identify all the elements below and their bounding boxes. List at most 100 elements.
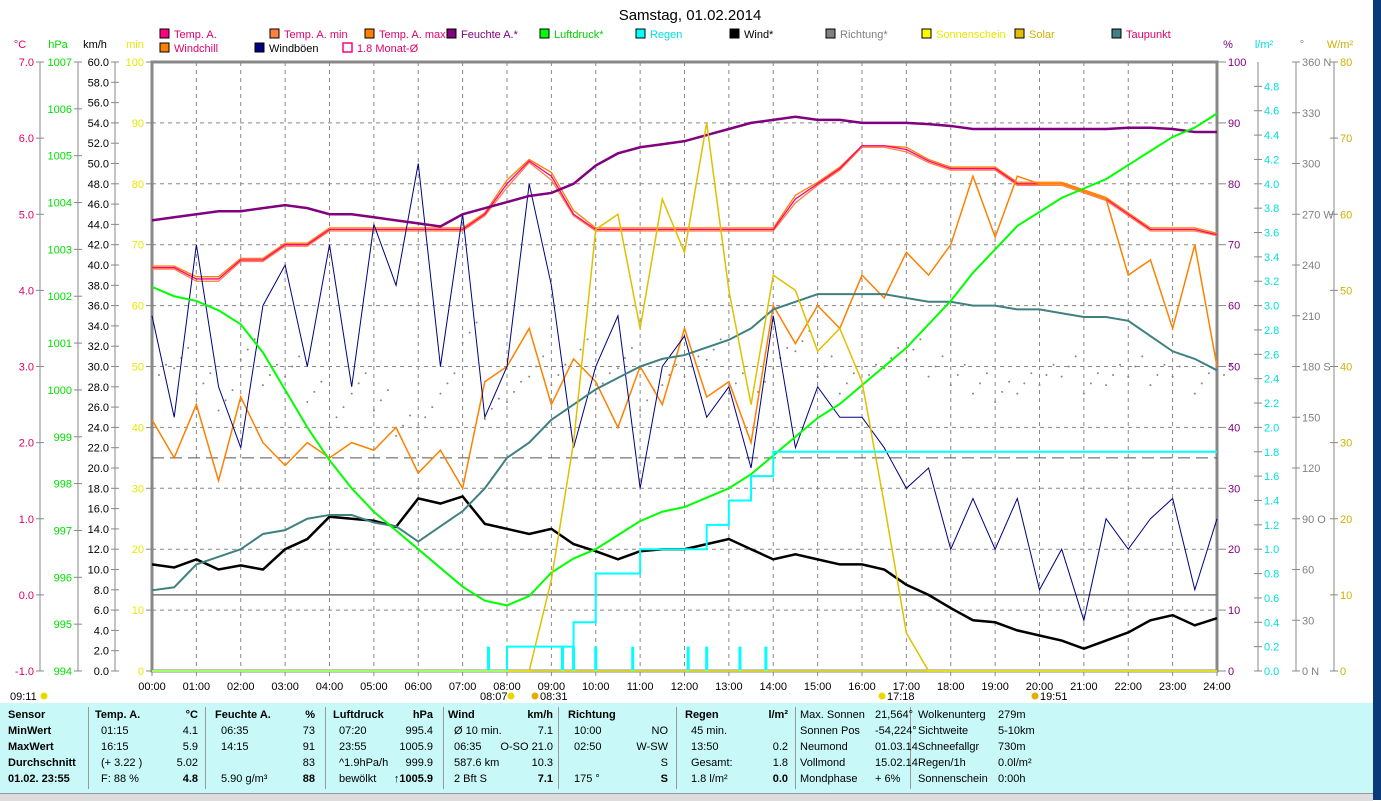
min-tick-label: 40 [132, 422, 144, 434]
rain-tick-label: 0.4 [1264, 617, 1279, 629]
wind-tick-label: 4.0 [94, 625, 109, 637]
cell-label: Sichtweite [918, 725, 969, 737]
column-separator [676, 707, 677, 789]
richtung-point [1178, 365, 1181, 368]
press-tick-label: 1003 [48, 244, 72, 256]
moonset-icon [40, 692, 48, 700]
x-tick-label: 04:00 [316, 681, 344, 693]
legend-swatch [1014, 28, 1025, 39]
richtung-point [284, 375, 287, 378]
series-luftdruck [151, 112, 1218, 607]
richtung-point [202, 382, 205, 385]
wind-tick-label: 14.0 [88, 524, 109, 536]
table-column: Temp. A. °C 01:15 4.1 16:15 5.9 (+ 3.22 ) 5.02 F… [95, 707, 198, 791]
rain-tick-label: 4.0 [1264, 179, 1279, 191]
richtung-point [1023, 382, 1026, 385]
table-column: Wind km/h Ø 10 min. 7.1 06:35 O-SO 21.0 587.6 … [448, 707, 553, 791]
richtung-point [971, 392, 974, 395]
desktop-background [1373, 0, 1381, 800]
rain-tick-label: 0.6 [1264, 593, 1279, 605]
cell-label: ^1.9hPa/h [339, 757, 389, 769]
richtung-point [1045, 373, 1048, 376]
x-tick-label: 15:00 [804, 681, 832, 693]
press-tick-label: 996 [54, 572, 72, 584]
legend: Temp. A. Temp. A. min Temp. A. max Feuchte … [159, 28, 1171, 55]
richtung-point [1230, 363, 1232, 366]
column-separator [910, 707, 911, 789]
dir-tick-label: 120 [1302, 463, 1320, 475]
solar-tick-label: 80 [1340, 57, 1352, 69]
sun-up-time: 08:31 [540, 691, 568, 703]
richtung-point [1134, 365, 1137, 368]
dir-tick-label: 330 [1302, 108, 1320, 120]
richtung-point [357, 382, 360, 385]
richtung-point [372, 409, 375, 412]
cell-value: 4.1 [182, 725, 198, 737]
rain-tick-label: 1.8 [1264, 447, 1279, 459]
legend-swatch [539, 28, 550, 39]
richtung-point [868, 373, 870, 376]
richtung-point [1223, 373, 1225, 376]
press-tick-label: 994 [54, 666, 72, 678]
legend-label: Sonnenschein [936, 29, 1006, 41]
richtung-point [897, 346, 900, 349]
dir-tick-label: 30 [1302, 615, 1314, 627]
cell-value: 91 [302, 741, 315, 753]
cell-value: 0.0 [772, 773, 788, 785]
hum-tick-label: 60 [1228, 301, 1240, 313]
richtung-point [542, 355, 545, 358]
sun-up-icon [531, 692, 539, 700]
cell-value: 0.2 [772, 741, 788, 753]
cell-label: 13:50 [691, 741, 719, 753]
cell-value: 7.1 [537, 725, 553, 737]
richtung-point [268, 373, 271, 376]
rain-tick-label: 2.4 [1264, 374, 1279, 386]
richtung-point [1074, 355, 1077, 358]
richtung-point [535, 365, 538, 368]
richtung-point [187, 346, 190, 349]
rain-tick-label: 2.6 [1264, 349, 1279, 361]
rain-tick-label: 0.8 [1264, 569, 1279, 581]
hum-tick-label: 0 [1228, 666, 1234, 678]
richtung-point [963, 363, 966, 366]
richtung-point [734, 382, 737, 385]
richtung-point [623, 357, 626, 360]
richtung-point [668, 373, 671, 376]
series-solar [152, 122, 1217, 672]
richtung-point [705, 358, 708, 361]
richtung-point [1001, 390, 1004, 393]
richtung-point [439, 392, 442, 395]
column-separator [325, 707, 326, 789]
cell-value: 1.8 [772, 757, 788, 769]
cell-value: 73 [302, 725, 315, 737]
richtung-point [890, 357, 893, 360]
temp-tick-label: 0.0 [19, 590, 34, 602]
richtung-point [231, 389, 234, 392]
legend-label: Regen [650, 29, 682, 41]
cell-label: Ø 10 min. [454, 725, 502, 737]
richtung-point [239, 358, 242, 361]
x-tick-label: 08:00 [493, 681, 521, 693]
hum-tick-label: 40 [1228, 422, 1240, 434]
richtung-point [490, 407, 493, 410]
status-bar [0, 793, 1373, 801]
richtung-point [816, 375, 819, 378]
wind-tick-label: 24.0 [88, 422, 109, 434]
cell-label: MinWert [8, 725, 52, 737]
legend-label: Solar [1029, 29, 1055, 41]
rain-tick-label: 4.4 [1264, 130, 1279, 142]
cell-value: 83 [302, 757, 315, 769]
cell-value: % [305, 709, 315, 721]
richtung-point [173, 367, 176, 370]
column-separator [88, 707, 89, 789]
richtung-point [513, 390, 515, 393]
richtung-point [719, 338, 722, 341]
dir-tick-label: 150 [1302, 412, 1320, 424]
wind-tick-label: 2.0 [94, 646, 109, 658]
cell-label: Luftdruck [333, 709, 384, 721]
wind-tick-label: 26.0 [88, 402, 109, 414]
legend-swatch [1111, 28, 1122, 39]
richtung-point [1052, 363, 1055, 366]
wind-tick-label: 42.0 [88, 240, 109, 252]
richtung-point [453, 372, 456, 375]
